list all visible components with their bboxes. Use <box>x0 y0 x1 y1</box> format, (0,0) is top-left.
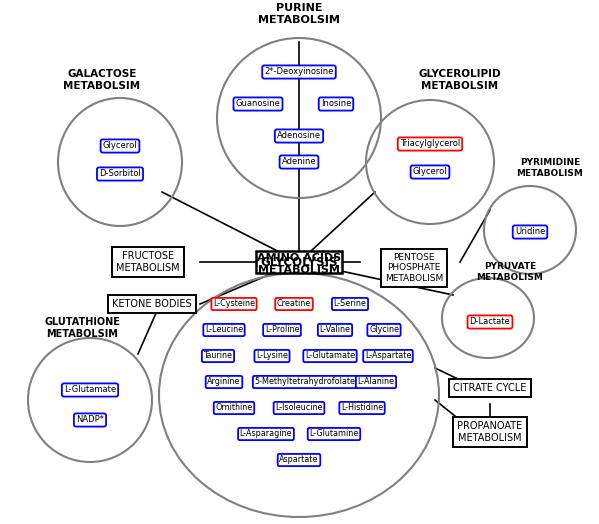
Text: L-Cysteine: L-Cysteine <box>213 300 255 309</box>
Text: PURINE
METABOLSIM: PURINE METABOLSIM <box>258 3 340 25</box>
Text: PROPANOATE
METABOLISM: PROPANOATE METABOLISM <box>458 421 522 443</box>
Text: L-Asparagine: L-Asparagine <box>240 430 292 439</box>
Text: GLYCOLYSIS: GLYCOLYSIS <box>260 256 338 268</box>
Text: GLUTATHIONE
METABOLSIM: GLUTATHIONE METABOLSIM <box>44 317 120 339</box>
Text: PENTOSE
PHOSPHATE
METABOLISM: PENTOSE PHOSPHATE METABOLISM <box>385 253 443 283</box>
Text: D-Lactate: D-Lactate <box>470 318 510 326</box>
Text: Guanosine: Guanosine <box>235 100 280 108</box>
Text: 2*-Deoxyinosine: 2*-Deoxyinosine <box>264 68 334 77</box>
Text: Arginine: Arginine <box>207 377 241 387</box>
Text: NADP*: NADP* <box>76 416 104 424</box>
Text: L-Isoleucine: L-Isoleucine <box>276 403 323 412</box>
Text: AMINO ACIDS
METABOLISM: AMINO ACIDS METABOLISM <box>257 253 341 275</box>
Text: GALACTOSE
METABOLSIM: GALACTOSE METABOLSIM <box>63 69 141 91</box>
Text: Aspartate: Aspartate <box>279 455 319 464</box>
Text: Triacylglycerol: Triacylglycerol <box>400 139 460 148</box>
Text: L-Glutamate: L-Glutamate <box>305 352 355 361</box>
Text: L-Alanine: L-Alanine <box>358 377 395 387</box>
Text: L-Proline: L-Proline <box>265 325 300 334</box>
Text: Ornithine: Ornithine <box>216 403 253 412</box>
Text: L-Glutamate: L-Glutamate <box>64 386 116 395</box>
Text: KETONE BODIES: KETONE BODIES <box>112 299 192 309</box>
Text: L-Leucine: L-Leucine <box>205 325 243 334</box>
Text: FRUCTOSE
METABOLISM: FRUCTOSE METABOLISM <box>116 251 180 273</box>
Text: PYRUVATE
METABOLISM: PYRUVATE METABOLISM <box>477 263 543 282</box>
Text: PYRIMIDINE
METABOLISM: PYRIMIDINE METABOLISM <box>516 158 583 178</box>
Text: Taurine: Taurine <box>204 352 232 361</box>
Text: Glycine: Glycine <box>369 325 399 334</box>
Text: L-Valine: L-Valine <box>319 325 350 334</box>
Text: 5-Methyltetrahydrofolate: 5-Methyltetrahydrofolate <box>255 377 355 387</box>
Text: Adenine: Adenine <box>282 158 316 167</box>
Text: L-Lysine: L-Lysine <box>256 352 288 361</box>
Text: Adenosine: Adenosine <box>277 132 321 140</box>
Text: L-Serine: L-Serine <box>334 300 367 309</box>
Text: Creatine: Creatine <box>277 300 311 309</box>
Text: D-Sorbitol: D-Sorbitol <box>99 169 141 179</box>
Text: L-Glutamine: L-Glutamine <box>309 430 359 439</box>
Text: Inosine: Inosine <box>321 100 351 108</box>
Text: L-Histidine: L-Histidine <box>341 403 383 412</box>
Text: CITRATE CYCLE: CITRATE CYCLE <box>453 383 527 393</box>
Text: GLYCEROLIPID
METABOLSIM: GLYCEROLIPID METABOLSIM <box>419 69 501 91</box>
Text: Uridine: Uridine <box>515 227 545 236</box>
Text: L-Aspartate: L-Aspartate <box>365 352 411 361</box>
Text: Glycerol: Glycerol <box>102 141 137 150</box>
Text: Glycerol: Glycerol <box>413 168 447 177</box>
